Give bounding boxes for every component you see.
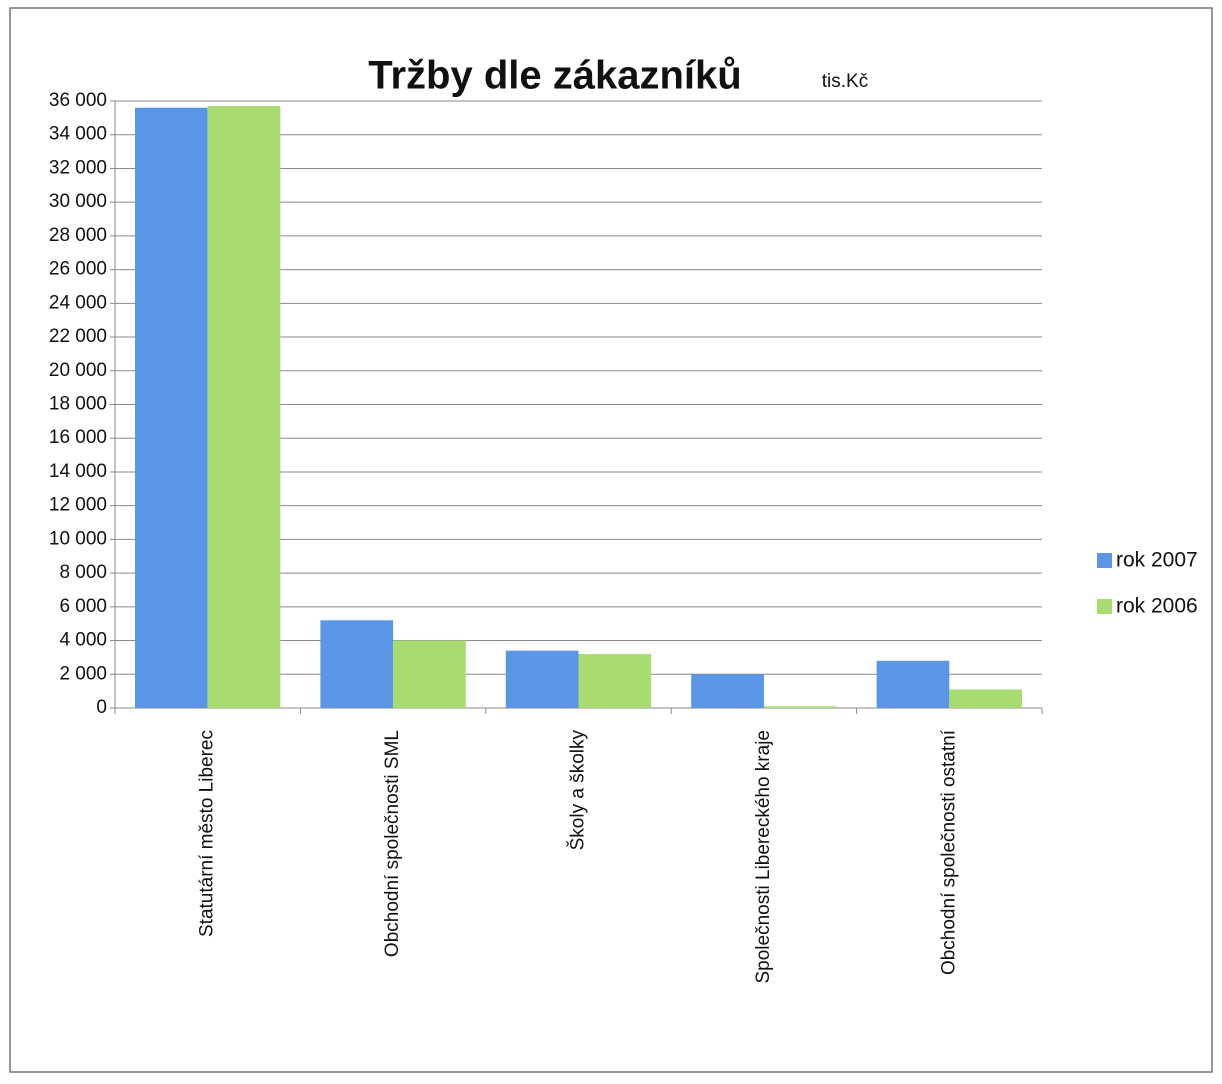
y-tick-label: 18 000 [49, 394, 107, 415]
y-tick-label: 30 000 [49, 191, 107, 212]
bar [949, 689, 1022, 708]
y-tick-label: 24 000 [49, 292, 107, 313]
bar [207, 106, 281, 708]
bar [578, 654, 652, 708]
bar [763, 706, 837, 708]
y-tick-label: 22 000 [49, 326, 107, 347]
y-tick-label: 8 000 [59, 562, 107, 583]
y-tick-label: 26 000 [49, 259, 107, 280]
y-tick-label: 10 000 [49, 528, 107, 549]
bar [876, 660, 950, 708]
y-tick-label: 6 000 [59, 596, 107, 617]
y-tick-label: 20 000 [49, 360, 107, 381]
y-tick-label: 28 000 [49, 225, 107, 246]
y-tick-label: 12 000 [49, 495, 107, 516]
bar [691, 674, 764, 708]
x-tick-label: Statutární město Liberec [197, 730, 218, 937]
x-tick-label: Společnosti Libereckého kraje [753, 730, 774, 984]
bar [393, 640, 466, 708]
x-tick-label: Obchodní společnosti ostatní [938, 729, 959, 975]
legend-label: rok 2006 [1116, 595, 1198, 618]
chart-title: Tržby dle zákazníků [368, 54, 741, 98]
y-tick-label: 0 [96, 697, 107, 718]
legend-swatch [1097, 599, 1112, 614]
y-tick-label: 32 000 [49, 157, 107, 178]
y-tick-label: 34 000 [49, 124, 107, 145]
y-tick-label: 4 000 [59, 630, 107, 651]
y-tick-label: 14 000 [49, 461, 107, 482]
x-tick-label: Školy a školky [567, 730, 589, 851]
bar [320, 620, 394, 708]
annotation: tis.Kč [822, 71, 868, 92]
y-tick-label: 36 000 [49, 90, 107, 111]
x-tick-label: Obchodní společnosti SML [382, 730, 403, 957]
y-tick-label: 16 000 [49, 427, 107, 448]
legend-label: rok 2007 [1116, 549, 1198, 572]
bar [135, 107, 208, 708]
legend-swatch [1097, 553, 1112, 568]
y-tick-label: 2 000 [59, 663, 107, 684]
bar [505, 650, 579, 708]
